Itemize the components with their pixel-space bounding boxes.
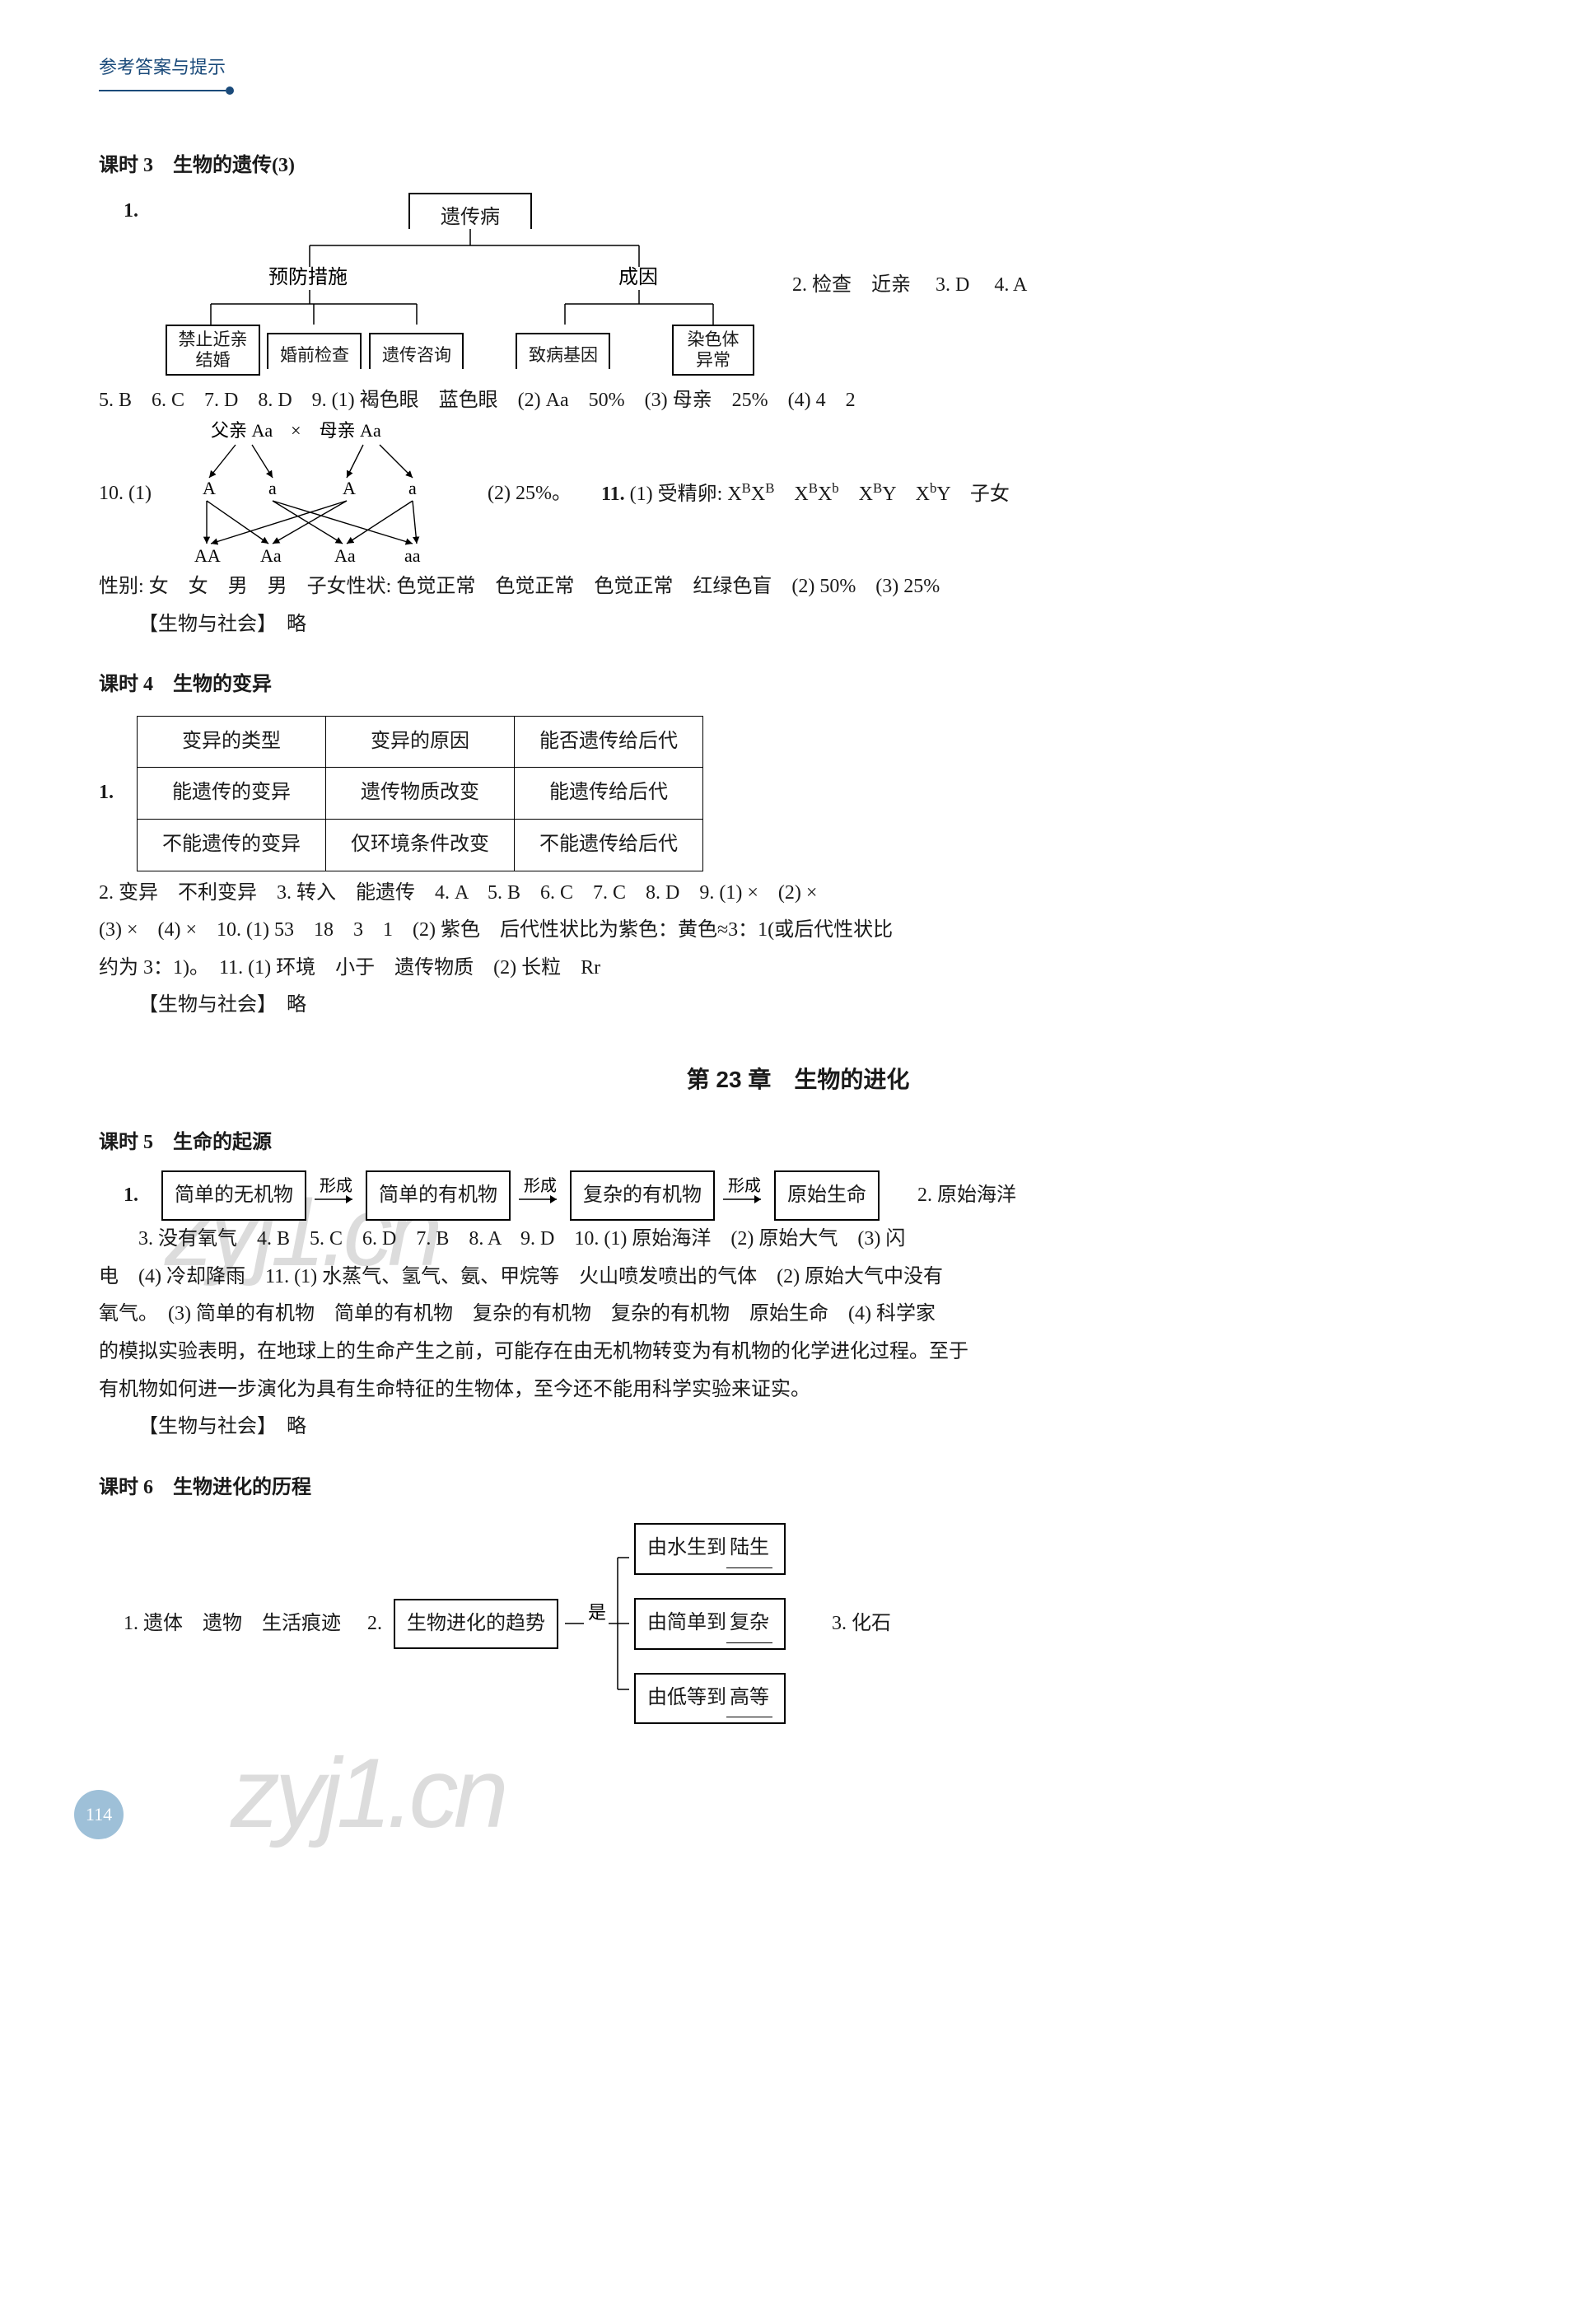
flow-box-2: 简单的有机物 [366,1170,511,1222]
branch-prefix: 由简单到 [647,1612,726,1633]
lesson4-q1-row: 1. 变异的类型 变异的原因 能否遗传给后代 能遗传的变异 遗传物质改变 能遗传… [99,712,1497,875]
branch-fill: 陆生 [726,1530,772,1568]
lesson5-q1-row: 1. 简单的无机物 形成 简单的有机物 形成 复杂的有机物 形成 原始生命 2.… [124,1170,1497,1222]
l4-q1-label: 1. [99,774,132,812]
branch-box-3: 由低等到高等 [634,1673,786,1725]
a4: 4. A [994,274,1027,296]
lesson3-title: 课时 3 生物的遗传(3) [99,147,1497,185]
leaf-3: 遗传咨询 [369,333,464,369]
svg-text:形成: 形成 [728,1176,761,1195]
tree-left-label: 预防措施 [268,266,348,288]
lesson3-soc: 【生物与社会】 略 [99,606,1497,644]
l5-line6: 有机物如何进一步演化为具有生命特征的生物体，至今还不能用科学实验来证实。 [99,1371,1497,1409]
branch-prefix: 由水生到 [647,1537,726,1558]
lesson3-line5: 5. B 6. C 7. D 8. D 9. (1) 褐色眼 蓝色眼 (2) A… [99,382,1497,420]
chapter23-title: 第 23 章 生物的进化 [99,1058,1497,1101]
l4-line2: 2. 变异 不利变异 3. 转入 能遗传 4. A 5. B 6. C 7. C… [99,875,1497,913]
l4-line4: 约为 3：1)。 11. (1) 环境 小于 遗传物质 (2) 长粒 Rr [99,950,1497,988]
cross-top: 父亲 Aa × 母亲 Aa [211,420,381,441]
branch-fill: 高等 [726,1680,772,1718]
l5-q1-label: 1. [124,1177,156,1215]
l4-line3: (3) × (4) × 10. (1) 53 18 3 1 (2) 紫色 后代性… [99,912,1497,950]
td: 能遗传给后代 [515,768,703,820]
watermark-2: zyj1.cn [231,1699,503,1887]
flow-box-3: 复杂的有机物 [570,1170,715,1222]
lesson3-line-sex: 性别: 女 女 男 男 子女性状: 色觉正常 色觉正常 色觉正常 红绿色盲 (2… [99,568,1497,606]
l5-line3: 电 (4) 冷却降雨 11. (1) 水蒸气、氢气、氨、甲烷等 火山喷发喷出的气… [99,1259,1497,1296]
page-number-badge: 114 [74,1790,124,1839]
leaf-1: 禁止近亲结婚 [166,325,260,376]
l5-line5: 的模拟实验表明，在地球上的生命产生之前，可能存在由无机物转变为有机物的化学进化过… [99,1334,1497,1371]
branch-boxes: 由水生到陆生 由简单到复杂 由低等到高等 [634,1523,786,1724]
svg-text:是: 是 [588,1602,606,1623]
td: 遗传物质改变 [326,768,515,820]
l5-a2: 2. 原始海洋 [917,1177,1016,1215]
a2: 2. 检查 近亲 [792,274,911,296]
bracket-connector: 是 [563,1533,629,1714]
svg-text:a: a [408,478,417,498]
th-2: 变异的原因 [326,716,515,768]
q11: 11. (1) 受精卵: XBXB XBXb XBY XbY 子女 [601,475,1010,514]
lesson5-title: 课时 5 生命的起源 [99,1124,1497,1162]
l4-soc: 【生物与社会】 略 [99,987,1497,1025]
q1-tree-row: 1. 遗传病 预防措施 成因 禁止近亲结婚 婚前检查 遗传咨询 致病基因 染色体… [124,193,1497,382]
branch-fill: 复杂 [726,1605,772,1643]
svg-text:Aa: Aa [260,545,282,566]
tree-right-label: 成因 [618,266,658,288]
arrow-icon: 形成 [311,1180,361,1212]
l5-line2: 3. 没有氧气 4. B 5. C 6. D 7. B 8. A 9. D 10… [99,1221,1497,1259]
lesson6-title: 课时 6 生物进化的历程 [99,1469,1497,1507]
svg-text:Aa: Aa [334,545,356,566]
arrow-icon: 形成 [516,1180,565,1212]
q10-after: (2) 25%。 [488,475,572,513]
page-header: 参考答案与提示 [99,50,226,91]
th-3: 能否遗传给后代 [515,716,703,768]
l6-q1: 1. 遗体 遗物 生活痕迹 [124,1605,341,1643]
td: 能遗传的变异 [138,768,326,820]
leaf-4: 致病基因 [516,333,610,369]
td: 仅环境条件改变 [326,819,515,871]
svg-text:A: A [203,478,216,498]
leaf-2: 婚前检查 [267,333,362,369]
l6-q2-label: 2. [367,1605,382,1643]
svg-text:AA: AA [194,545,221,566]
l6-q3: 3. 化石 [832,1605,891,1643]
branch-box-1: 由水生到陆生 [634,1523,786,1575]
svg-text:形成: 形成 [524,1176,557,1195]
leaf-5: 染色体异常 [672,325,754,376]
td: 不能遗传给后代 [515,819,703,871]
svg-text:A: A [343,478,356,498]
q10-row: 10. (1) 父亲 Aa × 母亲 Aa A a A a AA Aa Aa a… [99,420,1497,568]
genetic-disease-tree: 遗传病 预防措施 成因 禁止近亲结婚 婚前检查 遗传咨询 致病基因 染色体异常 [161,193,787,382]
flow-box-4: 原始生命 [774,1170,880,1222]
branch-prefix: 由低等到 [647,1687,726,1708]
th-1: 变异的类型 [138,716,326,768]
l5-line4: 氧气。 (3) 简单的有机物 简单的有机物 复杂的有机物 复杂的有机物 原始生命… [99,1296,1497,1334]
svg-text:aa: aa [404,545,421,566]
table-row: 不能遗传的变异 仅环境条件改变 不能遗传给后代 [138,819,703,871]
a3: 3. D [936,274,969,296]
lesson4-title: 课时 4 生物的变异 [99,666,1497,704]
tree-root: 遗传病 [408,193,532,229]
td: 不能遗传的变异 [138,819,326,871]
l5-soc: 【生物与社会】 略 [99,1409,1497,1446]
svg-text:a: a [268,478,277,498]
variation-table: 变异的类型 变异的原因 能否遗传给后代 能遗传的变异 遗传物质改变 能遗传给后代… [137,716,703,871]
flow-box-1: 简单的无机物 [161,1170,306,1222]
table-row: 能遗传的变异 遗传物质改变 能遗传给后代 [138,768,703,820]
branch-box-2: 由简单到复杂 [634,1598,786,1650]
svg-text:形成: 形成 [320,1176,352,1195]
l6-center-box: 生物进化的趋势 [394,1599,558,1650]
lesson6-row: 1. 遗体 遗物 生活痕迹 2. 生物进化的趋势 是 由水生到陆生 由简单到复杂… [124,1523,1497,1724]
arrow-icon: 形成 [720,1180,769,1212]
cross-diagram: 父亲 Aa × 母亲 Aa A a A a AA Aa Aa aa [178,420,474,568]
q1-label: 1. [124,193,156,231]
q10-label: 10. (1) [99,475,173,513]
q2-4-inline: 2. 检查 近亲 3. D 4. A [792,193,1497,305]
